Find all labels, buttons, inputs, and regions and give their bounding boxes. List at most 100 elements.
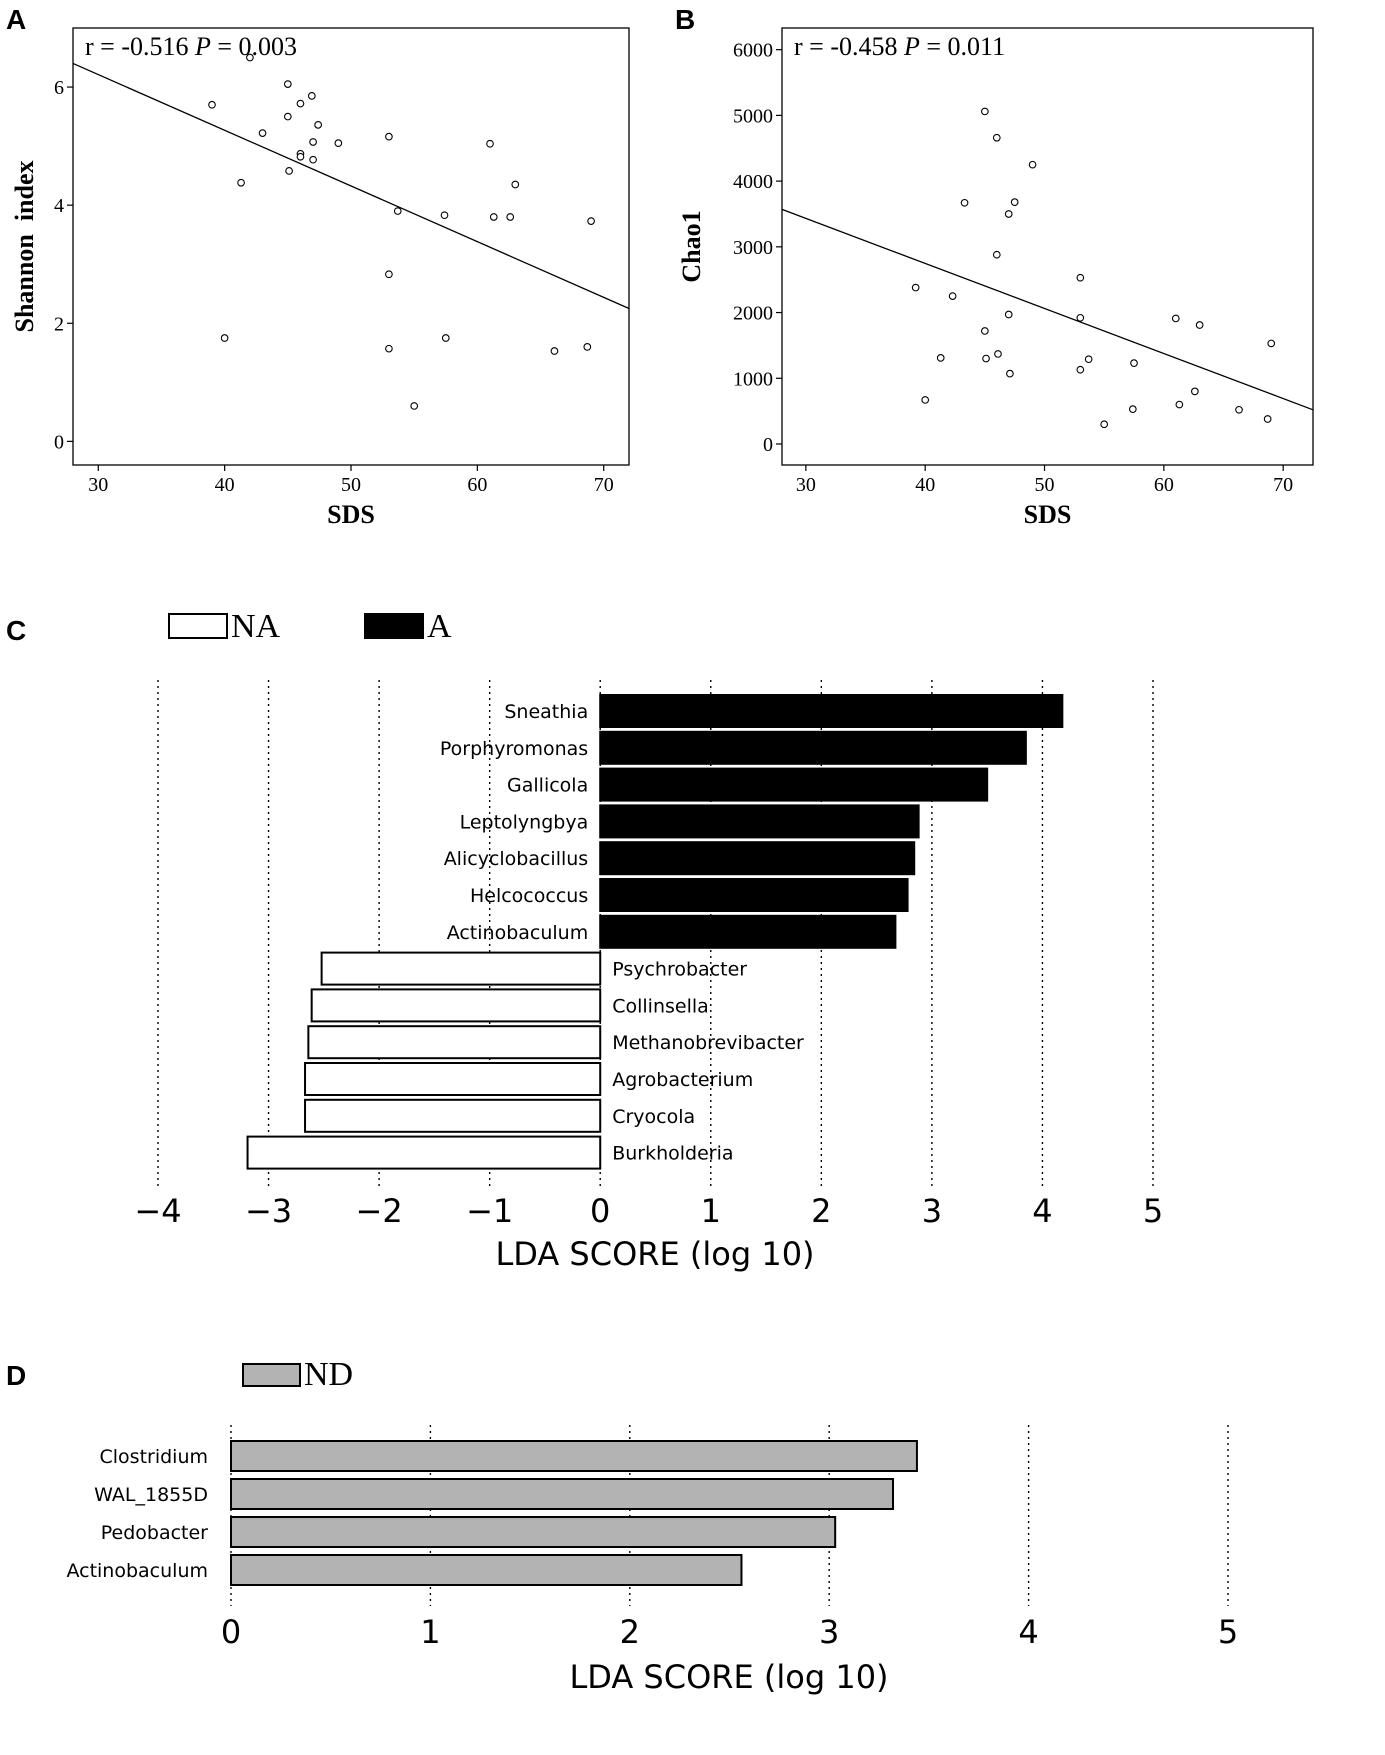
x-axis-label: SDS [1024,500,1072,529]
bar-label-wal-1855d: WAL_1855D [94,1484,208,1506]
bar-leptolyngbya [599,804,920,839]
data-point [393,207,402,215]
bar-cryocola [304,1098,602,1133]
bar-label-psychrobacter: Psychrobacter [612,959,747,981]
x-tick-label: 2 [620,1613,640,1651]
regression-line [72,62,630,310]
lda-bar-chart-na-vs-a: −4 −3 −2 −1 0 1 2 3 4 5 LDA SCORE (log 10) NA A Sneat… [134,608,1163,1273]
bar-label-collinsella: Collinsella [612,995,709,1017]
data-point [1235,405,1243,414]
data-point [981,107,989,116]
data-point [1128,405,1137,413]
data-point [309,155,317,164]
x-tick-label: 2 [811,1192,831,1230]
x-axis-label: LDA SCORE (log 10) [495,1235,814,1273]
bar-label-cryocola: Cryocola [612,1106,695,1128]
data-point [220,334,229,342]
bar-label-clostridium: Clostridium [100,1446,209,1468]
data-point [981,327,989,335]
panel-letter-c: C [6,615,26,646]
bar-pedobacter [230,1516,837,1548]
x-tick-label: 3 [922,1192,942,1230]
data-point [258,129,267,137]
data-point [1004,210,1013,218]
data-point [1006,369,1014,378]
bar-label-burkholderia: Burkholderia [612,1143,733,1165]
annotation-p-symbol: P [194,32,211,61]
scatter-chart-shannon: 30 40 50 60 70 0 2 4 6 r = -0.516 P = 0.003 SDS Sha… [10,27,630,529]
x-tick-label: 50 [1035,474,1055,496]
annotation-p-symbol: P [903,32,920,61]
data-point [1195,321,1204,329]
data-point [1130,359,1138,367]
data-point [583,343,592,351]
x-tick-label: 1 [701,1192,721,1230]
bar-psychrobacter [320,951,602,986]
annotation-r: r = -0.516 [85,32,195,61]
bar-helcococcus [599,878,909,912]
data-point [1267,339,1276,348]
data-point [410,402,419,410]
data-point [511,180,520,189]
annotation-p-value: = 0.003 [211,32,297,61]
data-point [334,139,343,148]
data-point [992,250,1001,259]
x-tick-label: 30 [796,474,816,496]
bar-label-actinobaculum: Actinobaculum [66,1560,208,1582]
y-tick-label: 5000 [733,105,773,127]
data-point [237,178,245,187]
data-point [587,217,595,225]
bar-label-leptolyngbya: Leptolyngbya [460,811,589,833]
data-point [441,334,450,342]
y-tick-label: 0 [763,434,773,456]
data-point [309,138,317,146]
y-tick-label: 1000 [733,368,773,390]
scatter-chart-chao1: 30 40 50 60 70 0 1000 2000 3000 4000 5000 6000 r = -… [677,27,1314,529]
data-point [296,99,305,108]
bar-burkholderia [246,1135,602,1170]
data-point [992,133,1001,142]
bar-label-pedobacter: Pedobacter [101,1522,208,1544]
bar-porphyromonas [599,730,1027,765]
x-tick-label: 0 [221,1613,241,1651]
correlation-annotation: r = -0.516 P = 0.003 [85,32,297,61]
legend-label-a: A [427,608,452,645]
panel-letter-d: D [6,1360,26,1391]
x-axis-label: SDS [327,500,375,529]
x-tick-label: 30 [88,474,108,496]
y-tick-label: 4 [54,195,64,217]
data-point [486,139,494,148]
data-point [296,152,305,161]
x-tick-label: 70 [594,474,614,496]
data-point [1004,310,1013,319]
data-point [440,211,449,220]
data-point [285,167,293,175]
x-tick-label: −2 [356,1192,403,1230]
legend-label-na: NA [231,608,281,645]
data-point [921,396,930,404]
y-tick-label: 3000 [733,237,773,259]
data-point [994,350,1002,358]
data-point [283,80,292,88]
legend-swatch-na [168,613,228,639]
bar-label-agrobacterium: Agrobacterium [612,1069,753,1091]
data-point [1076,365,1085,374]
y-tick-label: 6000 [733,40,773,62]
bar-clostridium [230,1440,918,1472]
bar-collinsella [310,988,602,1023]
correlation-annotation: r = -0.458 P = 0.011 [794,32,1005,61]
data-point [1076,273,1085,282]
x-tick-label: 70 [1273,474,1293,496]
x-tick-label: 50 [341,474,361,496]
data-point [314,120,322,129]
data-point [489,213,498,221]
x-tick-label: 60 [467,474,487,496]
bar-methanobrevibacter [307,1025,602,1060]
data-point [1076,313,1085,322]
data-point [307,92,316,100]
data-point [283,112,292,121]
x-tick-label: 4 [1018,1613,1038,1651]
bar-alicyclobacillus [599,841,916,876]
plot-frame [781,27,1314,466]
